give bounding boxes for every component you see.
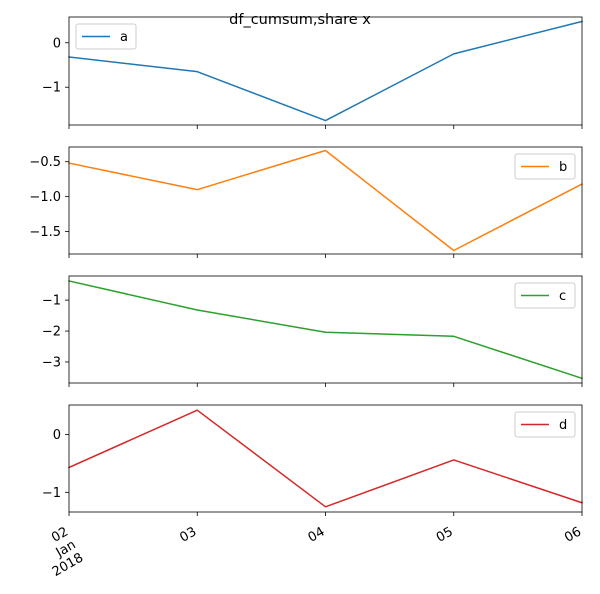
subplot-d: −1 0 d [42, 404, 583, 516]
series-line-d [68, 409, 583, 508]
legend-a: a [75, 23, 137, 50]
x-tick-label-line: 04 [306, 524, 328, 545]
legend-label: d [559, 418, 567, 433]
axes-frame [68, 146, 583, 255]
subplot-c: −3 −2 −1 c [42, 275, 583, 387]
axes-frame [68, 275, 583, 384]
legend-b: b [514, 153, 576, 180]
y-tick-label: −1.0 [29, 190, 61, 205]
y-tick-label: −3 [42, 355, 61, 370]
x-tick-label: 05 [434, 524, 456, 545]
x-tick-label-line: 02 [49, 524, 71, 545]
y-tick-label: 0 [53, 428, 61, 443]
x-tick-label: 04 [306, 524, 328, 545]
axes-frame [68, 404, 583, 513]
y-tick-label: −1 [42, 294, 61, 309]
x-tick-label-line: 05 [434, 524, 456, 545]
y-tick-label: −1.5 [29, 225, 61, 240]
x-tick-label: 06 [562, 524, 584, 545]
y-tick-label: −1 [42, 486, 61, 501]
x-tick-label-line: 06 [562, 524, 584, 545]
y-tick-label: 0 [53, 36, 61, 51]
x-tick-label: 02Jan2018 [35, 524, 86, 580]
series-line-c [68, 280, 583, 380]
x-tick-label: 03 [177, 524, 199, 545]
legend-d: d [514, 411, 576, 438]
series-line-b [68, 149, 584, 252]
legend-c: c [514, 282, 576, 309]
y-tick-label: −1 [42, 81, 61, 96]
y-tick-label: −2 [42, 325, 61, 340]
subplot-b: −1.5 −1.0 −0.5 b [29, 146, 584, 258]
chart-title: df_cumsum,share x [229, 12, 371, 28]
series-line-a [68, 20, 583, 122]
y-tick-label: −0.5 [29, 155, 61, 170]
legend-label: b [559, 160, 567, 175]
legend-label: c [559, 289, 566, 304]
subplot-a: −1 0 a [42, 16, 583, 129]
axes-frame [68, 16, 583, 126]
x-tick-label-line: 03 [177, 524, 199, 545]
legend-label: a [120, 30, 128, 45]
x-axis-labels: 02Jan2018 03 04 05 06 [35, 524, 584, 580]
